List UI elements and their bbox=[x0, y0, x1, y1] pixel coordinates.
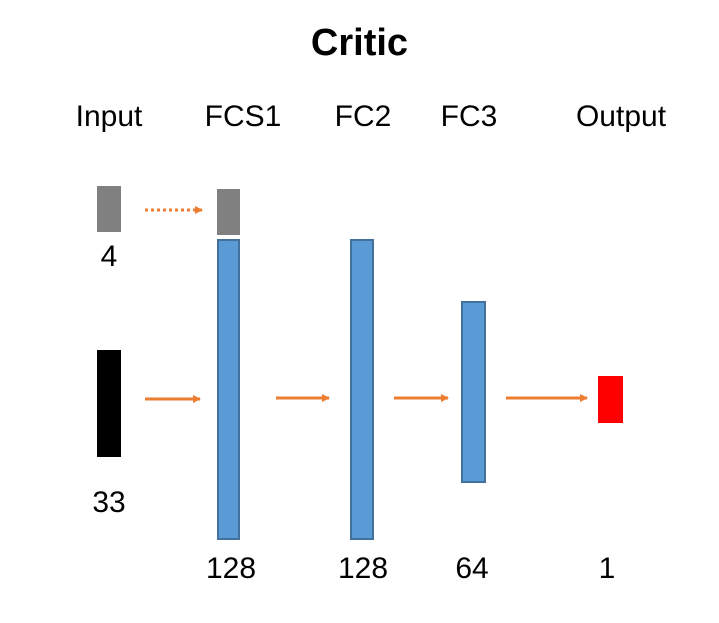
column-label-input: Input bbox=[75, 100, 143, 133]
column-label-fc2: FC2 bbox=[334, 100, 392, 133]
size-label-fcs1: 128 bbox=[205, 552, 257, 585]
diagram-title: Critic bbox=[310, 22, 409, 64]
state-input-block bbox=[97, 350, 121, 457]
size-label-fc3: 64 bbox=[455, 552, 489, 585]
column-label-output: Output bbox=[575, 100, 667, 133]
fcs1-layer bbox=[217, 239, 240, 540]
action-input-block bbox=[97, 186, 121, 232]
fc2-layer bbox=[350, 239, 374, 540]
fc3-layer bbox=[461, 301, 486, 483]
size-label-state-input: 33 bbox=[92, 486, 126, 519]
fcs1-action-segment bbox=[217, 189, 240, 235]
size-label-action-input: 4 bbox=[100, 240, 118, 273]
size-label-fc2: 128 bbox=[337, 552, 389, 585]
column-label-fc3: FC3 bbox=[440, 100, 498, 133]
size-label-output: 1 bbox=[598, 552, 616, 585]
output-block bbox=[598, 376, 623, 423]
column-label-fcs1: FCS1 bbox=[204, 100, 282, 133]
